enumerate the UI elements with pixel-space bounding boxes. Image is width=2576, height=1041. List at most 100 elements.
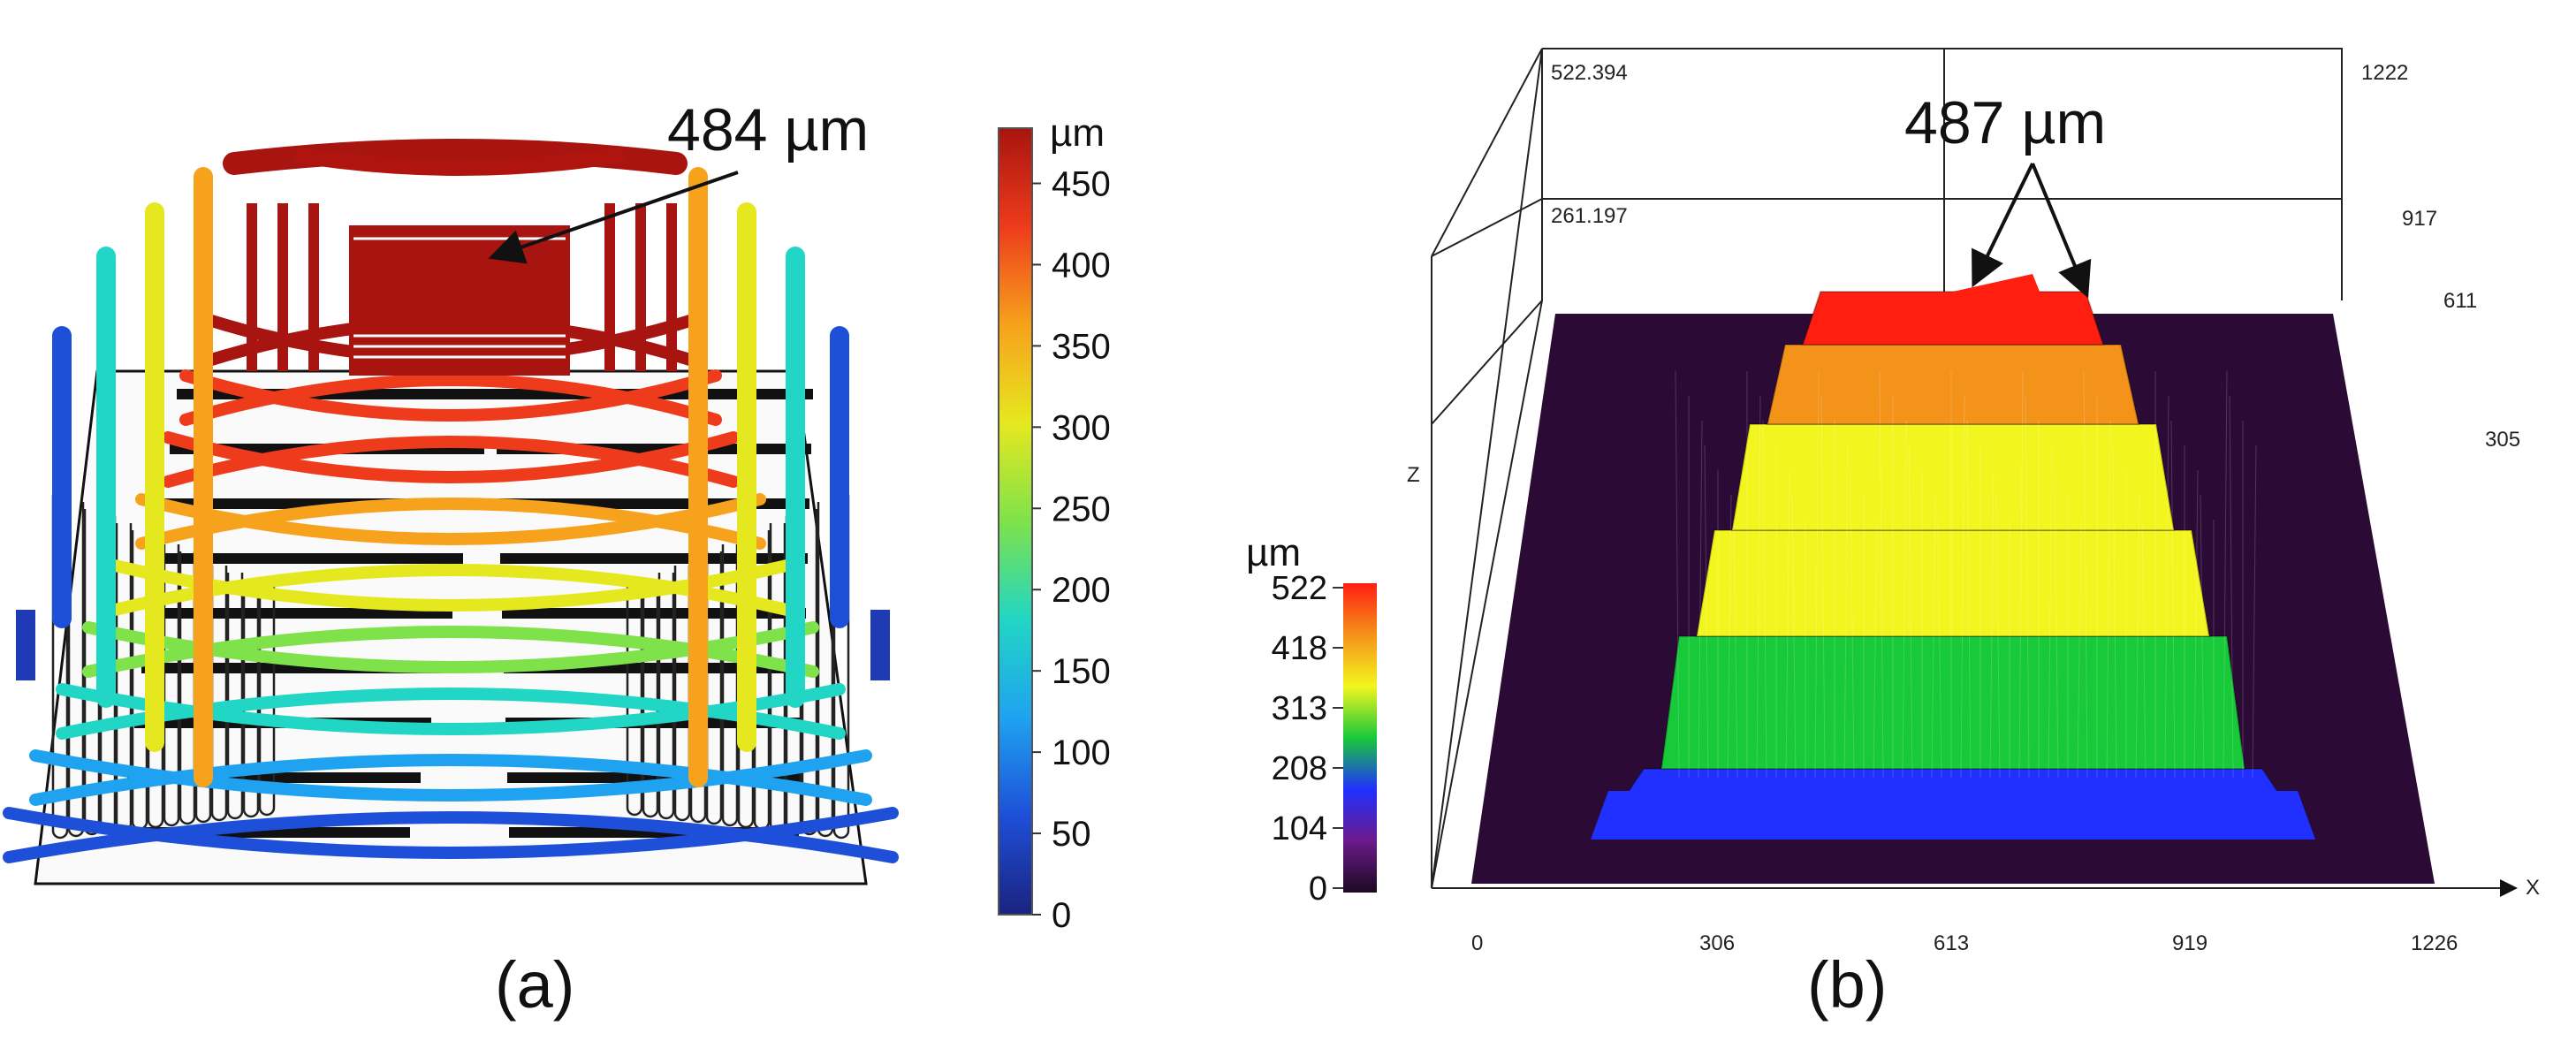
caption-b: (b) — [1807, 948, 1887, 1022]
surface-hatch — [2025, 395, 2030, 779]
surface-hatch — [1995, 494, 2001, 779]
loop — [163, 544, 180, 827]
colorbar-b-tick-label: 522 — [1272, 570, 1327, 607]
loop — [705, 551, 723, 825]
anchor-pad-left — [16, 610, 35, 680]
surface-level — [1730, 423, 2176, 531]
y-tick-labels: 1222 917 611 305 — [2361, 61, 2520, 452]
loop — [626, 587, 643, 817]
colorbar-a-tick-label: 350 — [1052, 327, 1111, 366]
surface-hatch — [1960, 395, 1965, 779]
x-axis-label: X — [2526, 876, 2540, 900]
loop — [210, 566, 228, 822]
surface-hatch — [2077, 519, 2082, 779]
surface-hatch — [1675, 370, 1680, 779]
deformed-layer — [135, 493, 766, 550]
surface-hatch — [1785, 469, 1790, 779]
colorbar-b-tick-label: 104 — [1272, 810, 1327, 847]
surface-base-rim — [1591, 791, 2315, 840]
anchor-pad-right — [870, 610, 890, 680]
surface-hatch — [2229, 395, 2234, 779]
panel-b: 522.394 261.197 1222 917 611 305 0 306 6… — [1246, 48, 2540, 1022]
surface-hatch — [2018, 370, 2024, 779]
axes-box-b — [1431, 48, 2448, 889]
surface-hatch — [2083, 370, 2088, 779]
surface-hatch — [2193, 469, 2199, 779]
colorbar-a: µm 0 50 100 150 200 250 300 350 400 450 — [998, 111, 1111, 935]
loop — [226, 573, 244, 820]
colorbar-b-ticks: 0 104 208 313 418 522 — [1272, 570, 1343, 908]
x-tick-labels: 0 306 613 919 1226 — [1471, 931, 2458, 955]
loop — [194, 558, 212, 824]
z-tick-top: 522.394 — [1551, 61, 1628, 85]
colorbar-a-tick-label: 150 — [1052, 652, 1111, 691]
black-beam — [148, 608, 452, 619]
z-tick-mid: 261.197 — [1551, 204, 1628, 228]
surface-hatch — [1762, 420, 1767, 779]
surface-hatch — [1850, 469, 1855, 779]
deformed-layer — [82, 621, 819, 678]
loop — [179, 551, 196, 825]
colorbar-b-tick-label: 208 — [1272, 750, 1327, 787]
surface-hatch — [2048, 445, 2053, 779]
colorbar-a-tick-label: 0 — [1052, 896, 1071, 935]
surface-hatch — [1873, 519, 1878, 779]
loop — [689, 558, 707, 824]
annotation-label-a: 484 µm — [667, 96, 869, 163]
surface-hatch — [2223, 370, 2228, 779]
deformed-structure — [3, 167, 899, 863]
x-tick-3: 919 — [2172, 931, 2207, 955]
deformed-layer — [179, 369, 722, 426]
annotation-b: 487 µm — [1904, 89, 2106, 299]
loop — [147, 537, 164, 829]
surface-hatch — [1791, 494, 1797, 779]
surface-level — [1766, 344, 2140, 425]
surface-hatch — [2252, 445, 2257, 779]
surface-hatch — [2200, 494, 2205, 779]
black-beam — [156, 553, 463, 564]
loop — [721, 544, 739, 827]
colorbar-a-tick-label: 450 — [1052, 165, 1111, 204]
colorbar-b-unit: µm — [1246, 531, 1301, 574]
surface-hatch — [1727, 494, 1732, 779]
y-tick-1: 917 — [2402, 207, 2437, 231]
surface-hatch — [2141, 519, 2147, 779]
loop — [737, 537, 755, 829]
loop — [242, 580, 260, 818]
surface-peak — [1944, 274, 2050, 327]
loop — [51, 495, 69, 840]
surface-hatch — [1698, 420, 1703, 779]
surface-hatch — [1908, 445, 1913, 779]
surface-hatch — [2170, 420, 2176, 779]
deformed-layer — [3, 807, 899, 863]
loop — [258, 587, 276, 817]
x-axis-arrow: X — [2421, 876, 2540, 900]
surface-hatch — [2164, 395, 2169, 779]
y-tick-3: 305 — [2485, 428, 2520, 452]
colorbar-b: µm 0 104 208 313 418 522 — [1246, 531, 1377, 908]
surface-hatch — [2135, 494, 2140, 779]
x-tick-1: 306 — [1699, 931, 1735, 955]
surface-hatch — [1931, 494, 1936, 779]
colorbar-b-tick-label: 313 — [1272, 690, 1327, 727]
y-tick-0: 1222 — [2361, 61, 2408, 85]
x-tick-2: 613 — [1934, 931, 1969, 955]
colorbar-a-tick-label: 50 — [1052, 815, 1091, 854]
loop — [673, 566, 691, 822]
annotation-label-b: 487 µm — [1904, 89, 2106, 156]
surface-hatch — [1989, 469, 1995, 779]
loop — [832, 495, 850, 840]
panel-a: 484 µm µm 0 50 100 150 200 250 300 350 400 450 (a… — [3, 96, 1111, 1022]
surface-hatch — [1902, 420, 1907, 779]
surface-hatch — [1966, 420, 1972, 779]
surface-hatch — [2106, 420, 2111, 779]
surface-hatch — [1756, 395, 1761, 779]
surface-hatch — [1704, 445, 1709, 779]
deformed-layer — [56, 683, 846, 740]
surface-hatch — [1879, 370, 1884, 779]
height-surface — [1591, 274, 2315, 840]
colorbar-a-tick-label: 250 — [1052, 490, 1111, 528]
surface-hatch — [1937, 519, 1942, 779]
caption-a: (a) — [495, 948, 574, 1022]
